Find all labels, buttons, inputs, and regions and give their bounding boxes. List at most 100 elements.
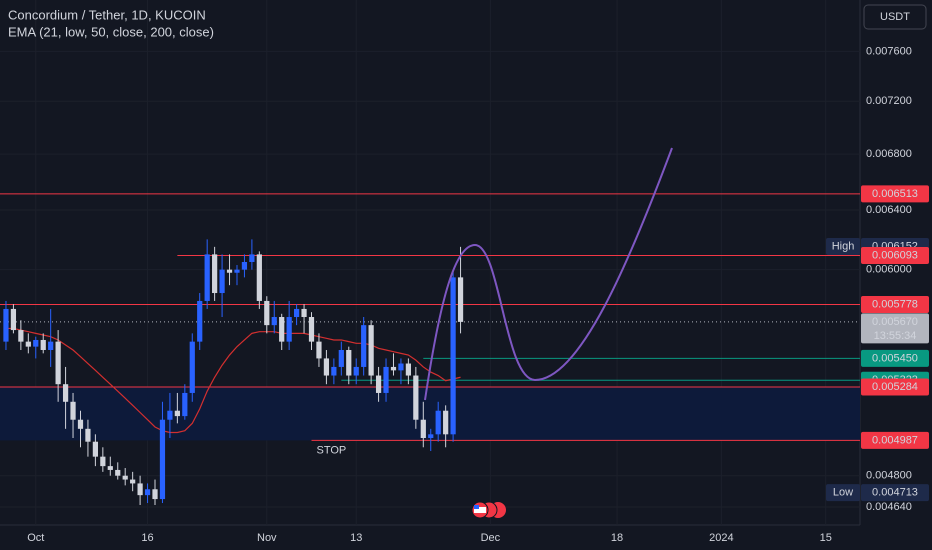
- candle-body: [226, 269, 233, 273]
- x-tick-label: 2024: [709, 532, 733, 544]
- candle-body: [204, 254, 210, 301]
- price-label-box: [861, 484, 929, 502]
- candle-body: [301, 308, 307, 318]
- tag-box: [826, 238, 860, 256]
- candle-body: [241, 261, 248, 270]
- candle-body: [40, 339, 46, 350]
- candle-body: [77, 419, 84, 429]
- price-label: 0.006513: [872, 188, 918, 200]
- price-label: 0.006093: [872, 249, 918, 261]
- price-label: 0.005450: [872, 352, 918, 364]
- candle-body: [249, 254, 255, 262]
- candle-body: [107, 466, 113, 470]
- candle-body: [48, 341, 54, 350]
- candle-body: [33, 339, 39, 347]
- price-label-box: [861, 431, 929, 449]
- currency-button[interactable]: [863, 4, 927, 30]
- countdown: 13:55:34: [874, 330, 917, 342]
- candle-body: [182, 392, 188, 417]
- y-tick-label: 0.004640: [866, 501, 912, 513]
- candle-body: [323, 358, 330, 376]
- y-tick-label: 0.007600: [866, 45, 912, 57]
- price-label-box: [861, 313, 929, 344]
- candle-body: [18, 330, 24, 342]
- candle-body: [435, 410, 441, 435]
- candle-body: [279, 317, 285, 342]
- indicator-label: EMA (21, low, 50, close, 200, close): [8, 24, 214, 39]
- price-label-box: [861, 246, 929, 264]
- candle-body: [316, 341, 322, 359]
- candle-body: [271, 317, 277, 326]
- candle-body: [293, 308, 300, 318]
- x-tick-label: 13: [350, 532, 362, 544]
- candle-body: [346, 349, 352, 376]
- zone: [0, 386, 860, 441]
- y-tick-label: 0.006400: [866, 204, 912, 216]
- candle-body: [286, 317, 292, 342]
- y-tick-label: 0.004800: [866, 470, 912, 482]
- price-label: 0.004713: [872, 486, 918, 498]
- price-label-box: [861, 349, 929, 367]
- candle-body: [212, 254, 218, 294]
- x-tick-label: 18: [611, 532, 623, 544]
- currency-label[interactable]: USDT: [880, 11, 910, 23]
- candle-body: [152, 489, 158, 500]
- level-note: STOP: [317, 444, 347, 456]
- candle-body: [256, 254, 262, 301]
- flag-icons: [471, 501, 506, 519]
- candle-body: [167, 410, 173, 420]
- candle-body: [375, 375, 382, 393]
- candle-body: [443, 410, 449, 435]
- candle-body: [115, 469, 121, 476]
- price-label: 0.005284: [872, 381, 918, 393]
- candle-body: [122, 475, 128, 480]
- candle-body: [368, 325, 374, 376]
- x-tick-label: 16: [141, 532, 153, 544]
- candle-body: [92, 441, 98, 457]
- candle-body: [450, 277, 456, 435]
- tag-label: High: [832, 240, 855, 252]
- price-label-box: [861, 295, 929, 313]
- y-tick-label: 0.007200: [866, 95, 912, 107]
- candle-body: [174, 410, 180, 417]
- candle-body: [25, 341, 31, 347]
- candle-body: [3, 308, 9, 342]
- candle-body: [361, 325, 367, 367]
- candle-body: [353, 366, 359, 376]
- candle-body: [308, 317, 315, 342]
- projection-curve: [424, 147, 673, 401]
- candle-body: [55, 341, 61, 385]
- y-tick-label: 0.006800: [866, 148, 912, 160]
- candle-body: [219, 269, 225, 294]
- candle-body: [100, 456, 106, 467]
- candle-body: [189, 341, 195, 393]
- candle-body: [144, 489, 151, 496]
- candle-body: [383, 366, 389, 393]
- chart-title: Concordium / Tether, 1D, KUCOIN: [8, 7, 206, 22]
- price-label: 0.004987: [872, 434, 918, 446]
- candle-body: [130, 479, 136, 484]
- candle-body: [62, 384, 69, 402]
- x-tick-label: Nov: [257, 532, 277, 544]
- price-label: 0.005670: [872, 316, 918, 328]
- candle-body: [70, 401, 76, 420]
- x-tick-label: 15: [820, 532, 832, 544]
- candle-body: [85, 428, 91, 442]
- candle-body: [10, 308, 17, 331]
- candle-body: [137, 483, 143, 496]
- candle-body: [413, 375, 419, 420]
- y-tick-label: 0.006000: [866, 264, 912, 276]
- price-label: 0.005778: [872, 298, 918, 310]
- price-label-box: [861, 378, 929, 396]
- candle-body: [338, 349, 344, 367]
- candle-body: [390, 366, 397, 371]
- candle-body: [234, 269, 240, 273]
- candle-body: [264, 300, 270, 326]
- candle-body: [159, 419, 166, 500]
- ema-line: [5, 327, 461, 434]
- candle-body: [197, 300, 203, 342]
- x-tick-label: Oct: [27, 532, 44, 544]
- candle-body: [457, 277, 464, 322]
